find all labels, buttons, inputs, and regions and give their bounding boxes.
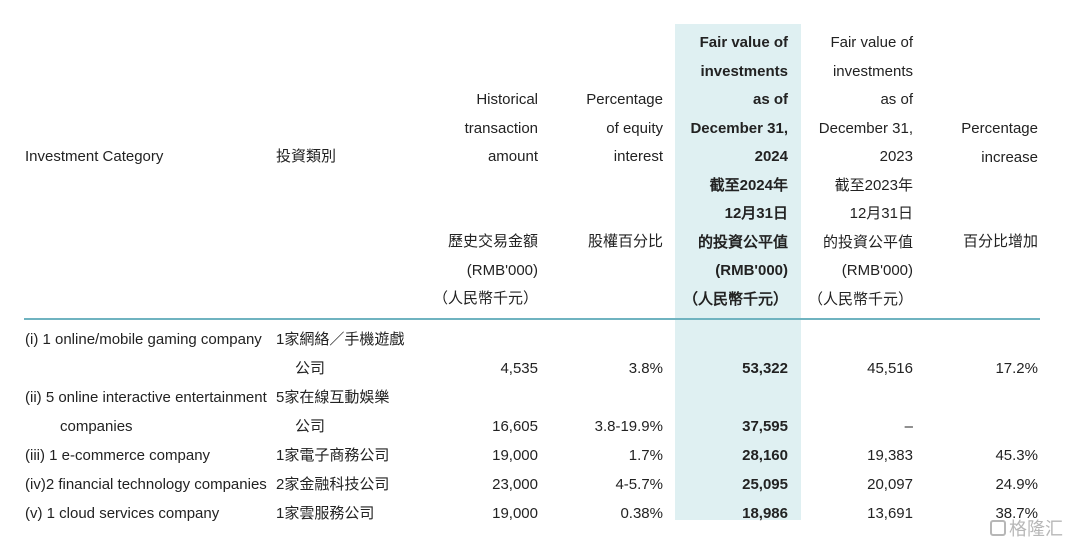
header-equity-zh: 股權百分比 [587,233,663,250]
watermark-text: 格隆汇 [1009,519,1063,539]
row-category-en: (ii) 5 online interactive entertainment [25,389,267,406]
row-fv-2024: 53,322 [742,360,788,377]
row-fv-2024: 25,095 [742,476,788,493]
header-increase-zh: 百分比增加 [962,233,1038,250]
row-category-en: (v) 1 cloud services company [25,505,220,522]
row-increase: 38.7% [995,505,1038,522]
header-category-en: Investment Category [25,148,164,165]
row-category-zh: 1家雲服務公司 [276,505,375,522]
header-historical: Historical transaction amount [464,91,538,165]
header-equity: Percentage of equity interest [586,91,663,165]
row-amount: 16,605 [492,418,538,435]
row-amount: 4,535 [500,360,538,377]
header-historical-zh: 歷史交易金額 [447,233,538,250]
row-fv-2023: 19,383 [867,447,913,464]
row-fv-2023: – [904,418,913,435]
header-fv-2023: Fair value of investments as of December… [807,34,913,308]
row-category-zh: 1家網絡／手機遊戲 [276,331,405,348]
row-fv-2023: 20,097 [867,476,913,493]
row-equity: 3.8-19.9% [594,418,663,435]
row-category-zh: 2家金融科技公司 [276,476,390,493]
row-increase: 24.9% [995,476,1038,493]
row-increase: 45.3% [995,447,1038,464]
row-equity: 3.8% [628,360,663,377]
header-divider [24,318,1040,320]
row-increase: 17.2% [995,360,1038,377]
row-fv-2024: 28,160 [742,447,788,464]
row-category-en-cont: companies [60,418,133,435]
header-category-zh: 投資類別 [276,148,337,165]
header-fv-2024: Fair value of investments as of December… [682,34,788,308]
row-fv-2023: 13,691 [867,505,913,522]
highlight-column-2024 [675,24,801,520]
header-increase: Percentage increase [961,120,1038,166]
watermark-logo-icon [990,520,1006,536]
row-amount: 19,000 [492,447,538,464]
row-category-en: (iii) 1 e-commerce company [25,447,211,464]
row-category-en: (i) 1 online/mobile gaming company [25,331,262,348]
row-equity: 0.38% [620,505,663,522]
row-amount: 23,000 [492,476,538,493]
row-fv-2024: 37,595 [742,418,788,435]
row-category-zh: 1家電子商務公司 [276,447,390,464]
row-category-zh-cont: 公司 [295,360,326,377]
row-category-zh-cont: 公司 [295,418,326,435]
header-historical-unit-zh: （人民幣千元） [432,290,538,307]
row-fv-2024: 18,986 [742,505,788,522]
row-equity: 1.7% [628,447,663,464]
row-equity: 4-5.7% [615,476,663,493]
watermark: 格隆汇 [990,515,1063,541]
row-fv-2023: 45,516 [867,360,913,377]
row-category-en: (iv)2 financial technology companies [25,476,267,493]
header-historical-unit: (RMB'000) [466,262,538,279]
row-category-zh: 5家在線互動娛樂 [276,389,390,406]
row-amount: 19,000 [492,505,538,522]
